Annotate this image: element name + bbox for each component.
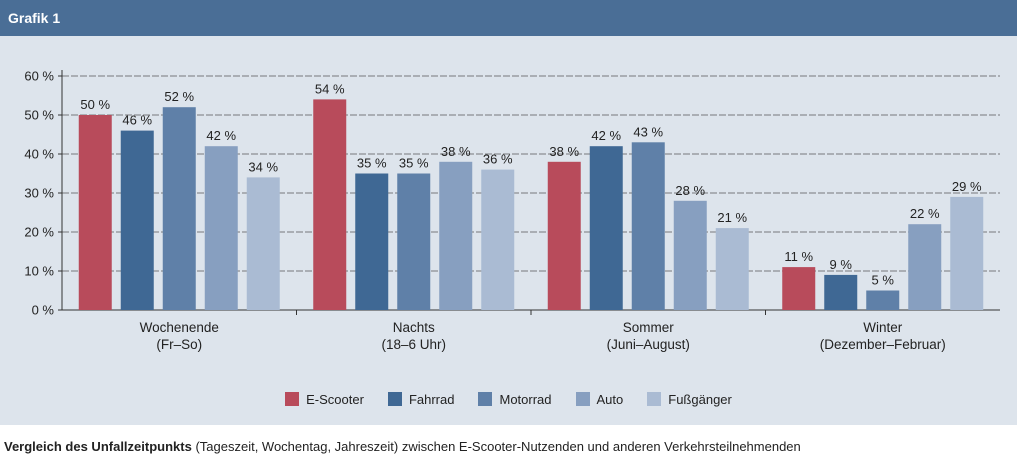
bar [715, 228, 749, 310]
bar [950, 196, 984, 310]
category-label: Winter [863, 320, 903, 335]
data-label: 34 % [248, 159, 278, 174]
bar [120, 130, 154, 310]
legend-swatch [387, 392, 402, 406]
y-tick-label: 50 % [24, 108, 54, 123]
data-label: 52 % [164, 89, 194, 104]
y-tick-label: 40 % [24, 147, 54, 162]
legend-swatch [285, 392, 300, 406]
category-label: Sommer [623, 320, 675, 335]
category-label: (18–6 Uhr) [381, 337, 446, 352]
legend-swatch [478, 392, 493, 406]
legend-label: Motorrad [499, 391, 552, 407]
bar [481, 169, 515, 310]
chart-panel: 0 % 10 % 20 % 30 % 40 % 50 % 60 % 50 % 46 % 52 % 4… [0, 36, 1017, 425]
legend-item: E-Scooter [285, 392, 364, 407]
data-label: 29 % [952, 179, 982, 194]
data-label: 50 % [80, 97, 110, 112]
bar [162, 107, 196, 310]
y-tick-label: 0 % [32, 303, 55, 318]
y-tick-label: 20 % [24, 225, 54, 240]
bar [78, 115, 112, 310]
bar [908, 224, 942, 310]
figure-caption: Vergleich des Unfallzeitpunkts (Tageszei… [4, 439, 801, 454]
data-label: 43 % [633, 124, 663, 139]
data-label: 42 % [206, 128, 236, 143]
legend-label: Auto [596, 391, 624, 407]
chart-header: Grafik 1 [0, 0, 1017, 36]
data-label: 9 % [830, 257, 853, 272]
data-label: 42 % [591, 128, 621, 143]
category-label: (Dezember–Februar) [820, 337, 946, 352]
data-label: 11 % [784, 249, 813, 264]
legend-item: Auto [575, 391, 624, 407]
bar [246, 177, 280, 310]
legend-item: Fahrrad [387, 391, 455, 407]
bar [824, 274, 858, 310]
data-label: 54 % [315, 81, 345, 96]
data-label: 5 % [872, 273, 895, 288]
chart-title: Grafik 1 [8, 10, 61, 26]
legend-swatch [647, 392, 662, 406]
legend-item: Fußgänger [647, 392, 732, 407]
bar [439, 161, 473, 310]
legend-item: Motorrad [478, 391, 552, 407]
data-label: 46 % [122, 113, 152, 128]
data-label: 36 % [483, 152, 513, 167]
data-label: 28 % [675, 183, 705, 198]
bar [547, 161, 581, 310]
legend-swatch [575, 392, 590, 406]
caption-bold: Vergleich des Unfallzeitpunkts [4, 439, 192, 454]
bar [631, 142, 665, 310]
category-label: (Juni–August) [607, 337, 690, 352]
bar [397, 173, 431, 310]
bar [866, 290, 900, 310]
bar-chart: 0 % 10 % 20 % 30 % 40 % 50 % 60 % 50 % 46 % 52 % 4… [24, 69, 1000, 352]
category-label: Wochenende [140, 320, 219, 335]
chart-legend: E-Scooter Fahrrad Motorrad Auto Fußgänger [0, 386, 1017, 412]
bar [589, 146, 623, 310]
data-label: 35 % [399, 156, 429, 171]
bar [355, 173, 389, 310]
legend-label: Fahrrad [408, 391, 455, 407]
data-label: 38 % [549, 144, 579, 159]
y-tick-label: 60 % [24, 69, 54, 84]
category-label: (Fr–So) [156, 337, 202, 352]
legend-label: Fußgänger [668, 391, 732, 407]
bar [204, 146, 238, 310]
data-label: 35 % [357, 156, 387, 171]
bar [673, 200, 707, 310]
data-label: 38 % [441, 144, 471, 159]
category-label: Nachts [393, 320, 435, 335]
caption-text: (Tageszeit, Wochentag, Jahreszeit) zwisc… [191, 439, 801, 454]
legend-label: E-Scooter [306, 391, 364, 407]
bar [782, 267, 816, 310]
y-tick-label: 30 % [24, 186, 54, 201]
data-label: 21 % [717, 210, 747, 225]
y-tick-label: 10 % [24, 264, 54, 279]
bar [313, 99, 347, 311]
data-label: 22 % [910, 206, 940, 221]
